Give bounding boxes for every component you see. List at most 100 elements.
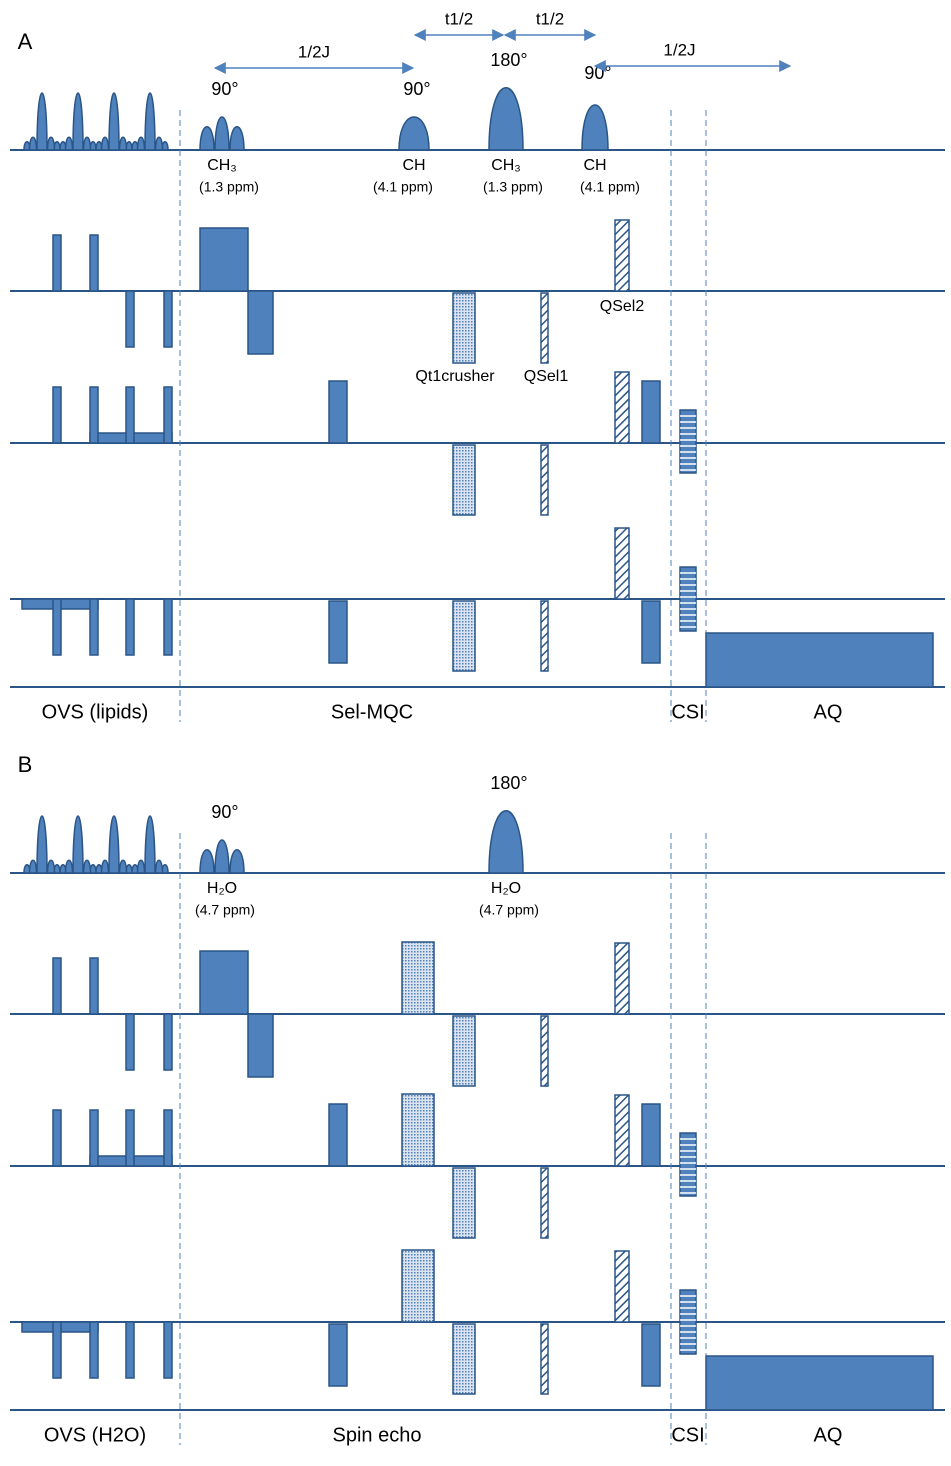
flip-angle: 90° (211, 79, 238, 99)
side-lobe (46, 136, 56, 151)
ovs-gradient (125, 290, 135, 348)
side-lobe (82, 136, 92, 151)
ovs-gradient (163, 1109, 173, 1167)
ovs-pulse (72, 815, 84, 874)
ovs-gradient (89, 1109, 99, 1167)
crusher-gradient (452, 292, 476, 364)
crusher-gradient (452, 1323, 476, 1395)
chemical-shift: (1.3 ppm) (199, 179, 259, 195)
interval-label: 1/2J (298, 42, 330, 61)
rf-pulse (488, 87, 524, 151)
section-label: Sel-MQC (331, 701, 413, 723)
flip-angle: 180° (490, 773, 527, 793)
rf-pulse (581, 104, 609, 151)
side-lobe (154, 136, 164, 151)
ovs-gradient (125, 1013, 135, 1071)
ovs-gradient (52, 386, 62, 444)
qsel2-gradient (614, 1094, 630, 1167)
qsel1-gradient (540, 1167, 549, 1239)
chemical-shift: (4.1 ppm) (373, 179, 433, 195)
flip-angle: 180° (490, 50, 527, 70)
slice-gradient (199, 950, 249, 1015)
crusher-gradient (452, 1167, 476, 1239)
ovs-pulse (36, 92, 48, 151)
refocus-gradient (641, 380, 661, 444)
nucleus-label: CH₃ (207, 157, 237, 174)
ovs-gradient (89, 1321, 99, 1379)
section-label: OVS (lipids) (42, 701, 149, 723)
interval-label: t1/2 (445, 9, 473, 28)
qsel2-gradient (614, 219, 630, 292)
ovs-pulse (108, 815, 120, 874)
rf-lobe (229, 849, 245, 874)
section-label: OVS (H2O) (44, 1424, 146, 1446)
slice-gradient (328, 1103, 348, 1167)
nucleus-label: CH (402, 157, 425, 174)
section-label: AQ (814, 701, 843, 723)
slice-gradient (328, 1323, 348, 1387)
section-label: CSI (671, 1424, 704, 1446)
side-lobe (118, 136, 128, 151)
side-lobe (154, 859, 164, 874)
acquisition (705, 632, 934, 688)
ovs-pulse (144, 815, 156, 874)
ovs-gradient (52, 957, 62, 1015)
ovs-gradient (163, 290, 173, 348)
ovs-gradient (89, 957, 99, 1015)
rf-pulse (214, 839, 230, 874)
ovs-gradient (89, 598, 99, 656)
qsel2-gradient (614, 1250, 630, 1323)
gradient-label: QSel1 (524, 368, 569, 385)
gradient-label: Qt1crusher (415, 368, 495, 385)
qsel2-gradient (614, 527, 630, 600)
ovs-gradient (125, 386, 135, 444)
slice-rephase (247, 1013, 274, 1078)
nucleus-label: H₂O (207, 880, 237, 897)
chemical-shift: (1.3 ppm) (483, 179, 543, 195)
nucleus-label: CH (583, 157, 606, 174)
slice-rephase (247, 290, 274, 355)
ovs-gradient (163, 386, 173, 444)
section-label: AQ (814, 1424, 843, 1446)
qsel1-gradient (540, 292, 549, 364)
rf-pulse (398, 116, 430, 151)
side-lobe (100, 136, 110, 151)
crusher-gradient (401, 1249, 435, 1323)
crusher-gradient (452, 600, 476, 672)
side-lobe (46, 859, 56, 874)
rf-lobe (229, 126, 245, 151)
slice-gradient (199, 227, 249, 292)
ovs-gradient (125, 1321, 135, 1379)
side-lobe (28, 859, 38, 874)
qsel2-gradient (614, 942, 630, 1015)
crusher-gradient (452, 444, 476, 516)
qsel1-gradient (540, 1323, 549, 1395)
ovs-gradient (52, 1321, 62, 1379)
ovs-pulse (144, 92, 156, 151)
side-lobe (64, 859, 74, 874)
ovs-pulse (108, 92, 120, 151)
side-lobe (118, 859, 128, 874)
ovs-gradient (125, 1109, 135, 1167)
ovs-gradient (89, 234, 99, 292)
ovs-gradient (52, 234, 62, 292)
refocus-gradient (641, 1323, 661, 1387)
side-lobe (136, 859, 146, 874)
ovs-gradient (52, 1109, 62, 1167)
nucleus-label: H₂O (491, 880, 521, 897)
qsel2-gradient (614, 371, 630, 444)
ovs-gradient (52, 598, 62, 656)
interval-label: 1/2J (663, 40, 695, 59)
crusher-gradient (401, 941, 435, 1015)
side-lobe (82, 859, 92, 874)
rf-pulse (214, 116, 230, 151)
nucleus-label: CH₃ (491, 157, 521, 174)
ovs-pulse (72, 92, 84, 151)
ovs-gradient (89, 386, 99, 444)
chemical-shift: (4.7 ppm) (479, 902, 539, 918)
crusher-gradient (401, 1093, 435, 1167)
panel-label: B (18, 752, 33, 777)
side-lobe (100, 859, 110, 874)
